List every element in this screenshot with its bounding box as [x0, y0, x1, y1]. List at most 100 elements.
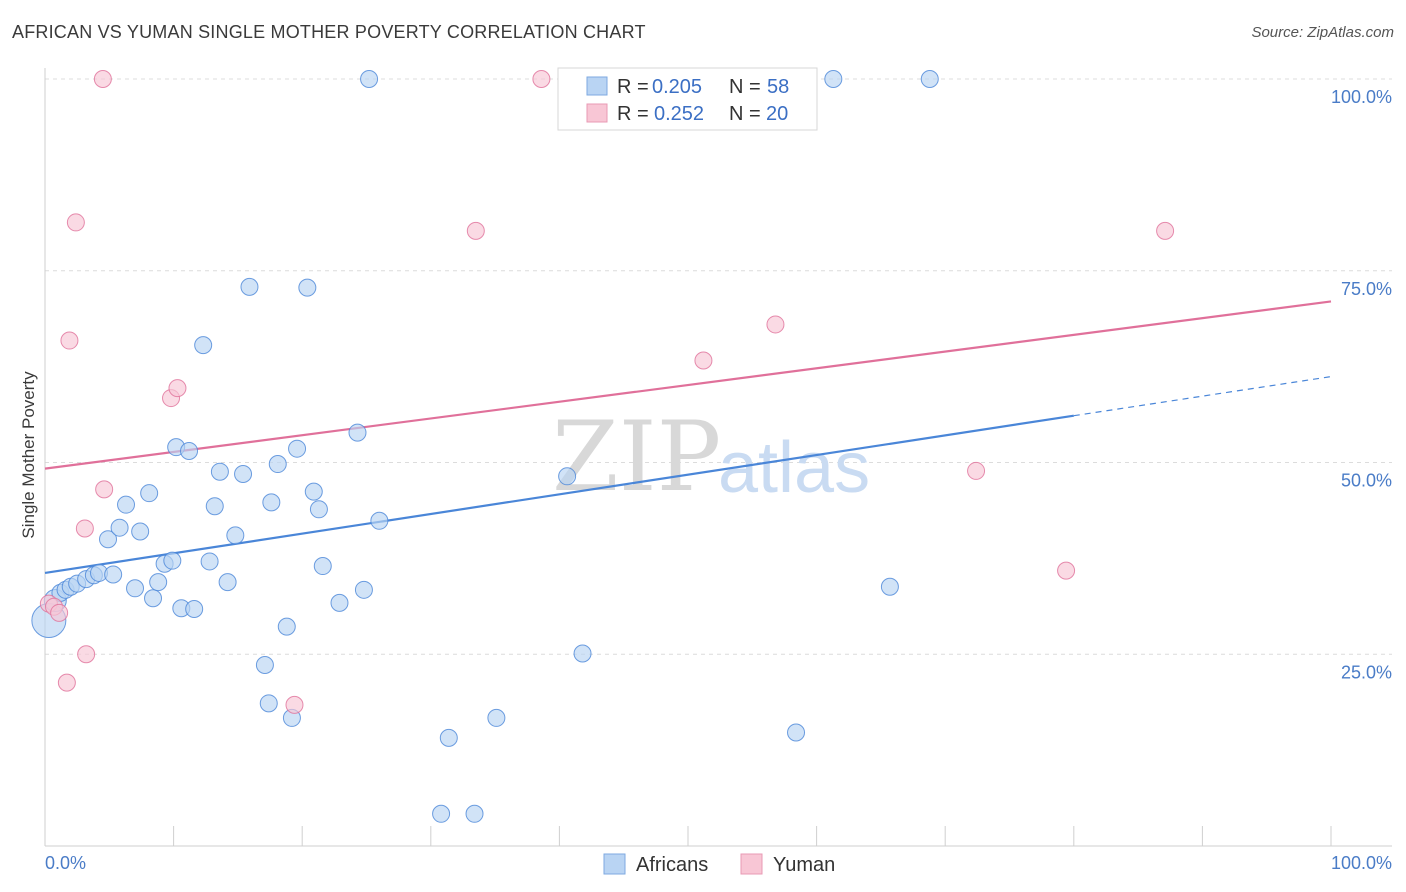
point-africans-14 [140, 484, 159, 503]
y-tick-label-1: 75.0% [1341, 279, 1392, 299]
y-tick-label-0: 100.0% [1331, 87, 1392, 107]
series-africans [31, 70, 939, 823]
point-africans-36 [277, 617, 296, 636]
watermark-zip: ZIP [552, 401, 721, 513]
point-yuman-11 [168, 379, 187, 398]
trend-lines [44, 300, 1332, 575]
point-yuman-2 [50, 603, 69, 622]
point-africans-46 [360, 70, 379, 88]
watermark-atlas: atlas [718, 428, 870, 508]
point-yuman-4 [60, 331, 79, 350]
watermark: ZIP atlas [552, 401, 870, 513]
point-africans-52 [558, 467, 577, 486]
point-africans-33 [255, 655, 274, 674]
x-tick-label-1: 100.0% [1331, 853, 1392, 873]
point-yuman-13 [466, 221, 485, 240]
legend-r-value-africans: 0.205 [652, 76, 702, 98]
chart-title: AFRICAN VS YUMAN SINGLE MOTHER POVERTY C… [12, 22, 646, 42]
point-yuman-14 [532, 70, 551, 88]
point-africans-30 [234, 465, 253, 484]
data-points [31, 70, 1175, 823]
point-africans-15 [126, 579, 145, 598]
point-africans-32 [259, 694, 278, 713]
point-africans-34 [262, 493, 281, 512]
point-yuman-9 [95, 480, 114, 499]
point-africans-51 [487, 708, 506, 727]
bottom-legend: Africans Yuman [603, 853, 835, 876]
point-africans-16 [144, 589, 163, 608]
point-africans-26 [205, 497, 224, 516]
point-africans-42 [313, 557, 332, 576]
point-africans-44 [348, 423, 367, 442]
legend-r-label-africans: R = [617, 76, 649, 98]
legend-swatch-africans [586, 76, 608, 96]
point-yuman-17 [967, 461, 986, 480]
point-yuman-19 [1156, 221, 1175, 240]
point-africans-50 [465, 804, 484, 823]
point-yuman-18 [1057, 561, 1076, 580]
point-africans-39 [298, 278, 317, 297]
legend-box: R = 0.205 N = 58 R = 0.252 N = 20 [557, 67, 818, 131]
point-yuman-12 [285, 695, 304, 714]
axes [44, 68, 1392, 847]
legend-n-label-africans: N = [729, 76, 761, 98]
gridlines [45, 78, 1392, 655]
point-africans-29 [226, 526, 245, 545]
point-africans-22 [180, 441, 199, 460]
y-tick-label-2: 50.0% [1341, 471, 1392, 491]
point-africans-25 [200, 552, 219, 571]
point-africans-10 [99, 530, 118, 549]
x-tick-label-0: 0.0% [45, 853, 86, 873]
point-africans-12 [117, 495, 136, 514]
point-africans-38 [288, 439, 307, 458]
trend-line-africans [44, 414, 1074, 575]
point-yuman-3 [57, 673, 76, 692]
bottom-legend-swatch-yuman [740, 853, 763, 875]
legend-r-value-yuman: 0.252 [654, 103, 704, 125]
point-africans-19 [163, 551, 182, 570]
point-africans-35 [268, 455, 287, 474]
legend-swatch-yuman [586, 103, 608, 123]
legend-n-value-africans: 58 [767, 76, 789, 98]
point-africans-48 [439, 728, 458, 747]
point-yuman-7 [77, 645, 96, 664]
bottom-legend-swatch-africans [603, 853, 626, 875]
point-africans-54 [787, 723, 806, 742]
point-africans-56 [880, 577, 899, 596]
point-africans-43 [330, 593, 349, 612]
legend-n-value-yuman: 20 [766, 103, 788, 125]
point-africans-40 [304, 482, 323, 501]
point-africans-47 [370, 511, 389, 530]
point-africans-17 [149, 573, 168, 592]
legend-n-label-yuman: N = [729, 103, 761, 125]
point-africans-57 [920, 70, 939, 88]
point-africans-55 [824, 70, 843, 88]
point-africans-11 [110, 518, 129, 537]
point-africans-27 [210, 462, 229, 481]
point-africans-41 [309, 500, 328, 519]
point-yuman-15 [694, 351, 713, 370]
point-yuman-5 [66, 213, 85, 232]
legend-r-label-yuman: R = [617, 103, 649, 125]
trend-line-extension-africans [1073, 376, 1332, 417]
tick-labels: 100.0% 75.0% 50.0% 25.0% 0.0% 100.0% [45, 87, 1392, 873]
bottom-legend-africans: Africans [636, 854, 708, 876]
point-africans-23 [185, 599, 204, 618]
point-africans-49 [432, 804, 451, 823]
point-africans-28 [218, 573, 237, 592]
y-tick-label-3: 25.0% [1341, 662, 1392, 682]
point-yuman-6 [75, 519, 94, 538]
point-africans-13 [131, 522, 150, 541]
point-africans-53 [573, 644, 592, 663]
point-yuman-8 [93, 70, 112, 88]
source-credit: Source: ZipAtlas.com [1251, 24, 1394, 41]
trend-line-yuman [44, 300, 1332, 470]
bottom-legend-yuman: Yuman [773, 854, 835, 876]
point-africans-9 [104, 565, 123, 584]
point-africans-31 [240, 277, 259, 296]
series-yuman [39, 70, 1175, 714]
point-africans-24 [194, 336, 213, 355]
point-yuman-16 [766, 315, 785, 334]
y-axis-label: Single Mother Poverty [19, 371, 38, 539]
